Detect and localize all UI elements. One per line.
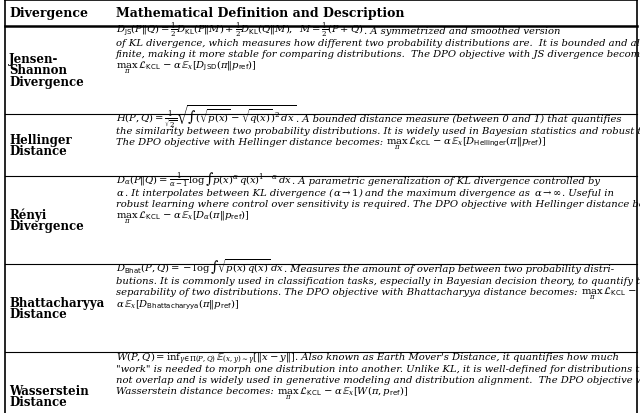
Text: $\alpha\, \mathbb{E}_x[D_{\mathsf{Bhattacharyya}}(\pi \| p_{\mathsf{ref}})]$: $\alpha\, \mathbb{E}_x[D_{\mathsf{Bhatta… [116,296,239,310]
Text: Shannon: Shannon [9,64,67,77]
Text: ) and the maximum divergence as: ) and the maximum divergence as [358,188,534,197]
Text: $\alpha$: $\alpha$ [116,188,125,197]
Text: Distance: Distance [9,145,67,158]
Text: $H(P,Q) = \frac{1}{\sqrt{2}}\sqrt{\int(\sqrt{p(x)} - \sqrt{q(x)})^2\, dx}$: $H(P,Q) = \frac{1}{\sqrt{2}}\sqrt{\int(\… [116,103,296,129]
Text: $\max_{\pi}\, \mathcal{L}_{\mathsf{KCL}} - \alpha\, \mathbb{E}_x[D_\alpha(\pi \|: $\max_{\pi}\, \mathcal{L}_{\mathsf{KCL}}… [116,208,250,225]
Text: Distance: Distance [9,308,67,320]
Text: the similarity between two probability distributions. It is widely used in Bayes: the similarity between two probability d… [116,126,640,135]
Text: Divergence: Divergence [9,76,84,89]
Text: $\max_{\pi}\, \mathcal{L}_{\mathsf{KCL}} - \alpha\, \mathbb{E}_x[D_{\mathsf{JSD}: $\max_{\pi}\, \mathcal{L}_{\mathsf{KCL}}… [116,58,257,76]
Text: $\alpha \to 1$: $\alpha \to 1$ [333,186,358,197]
Text: $\max_{\pi}\, \mathcal{L}_{\mathsf{KCL}} - \alpha\, \mathbb{E}_x[W(\pi, p_{\math: $\max_{\pi}\, \mathcal{L}_{\mathsf{KCL}}… [277,384,408,401]
Text: finite, making it more stable for comparing distributions.  The DPO objective wi: finite, making it more stable for compar… [116,50,640,59]
Text: Divergence: Divergence [9,220,84,233]
Text: Jensen-: Jensen- [9,52,58,65]
Text: . A parametric generalization of KL divergence controlled by: . A parametric generalization of KL dive… [292,177,600,185]
Text: . It interpolates between KL divergence (: . It interpolates between KL divergence … [125,188,333,197]
Text: Rényi: Rényi [9,208,46,221]
Text: $D_{\mathsf{Bhat}}(P,Q) = -\log\int\sqrt{p(x)\, q(x)}\, dx$: $D_{\mathsf{Bhat}}(P,Q) = -\log\int\sqrt… [116,257,284,276]
Text: robust learning where control over sensitivity is required. The DPO objective wi: robust learning where control over sensi… [116,199,640,209]
Text: Bhattacharyya: Bhattacharyya [9,296,104,309]
Text: . Useful in: . Useful in [562,188,614,197]
Text: $\alpha \to \infty$: $\alpha \to \infty$ [534,187,562,197]
Text: Mathematical Definition and Description: Mathematical Definition and Description [116,7,404,21]
Text: $W(P,Q) = \inf_{\gamma\in\Pi(P,Q)} \mathbb{E}_{(x,y)\sim\gamma}[\|x - y\|]$: $W(P,Q) = \inf_{\gamma\in\Pi(P,Q)} \math… [116,349,295,365]
Text: The DPO objective with Hellinger distance becomes:: The DPO objective with Hellinger distanc… [116,138,387,147]
Text: Wasserstein: Wasserstein [9,384,89,396]
Text: . Measures the amount of overlap between two probability distri-: . Measures the amount of overlap between… [284,264,614,273]
Text: $D_\alpha(P\|Q) = \frac{1}{\alpha-1}\log\int p(x)^\alpha\, q(x)^{1-\alpha}\, dx$: $D_\alpha(P\|Q) = \frac{1}{\alpha-1}\log… [116,171,292,189]
Text: $D_{\mathsf{JS}}(P\|Q) = \frac{1}{2}D_{\mathsf{KL}}(P\|M) + \frac{1}{2}D_{\maths: $D_{\mathsf{JS}}(P\|Q) = \frac{1}{2}D_{\… [116,21,364,40]
Text: . Also known as Earth Mover's Distance, it quantifies how much: . Also known as Earth Mover's Distance, … [295,352,619,361]
Text: Divergence: Divergence [9,7,88,21]
Text: Distance: Distance [9,396,67,408]
Text: butions. It is commonly used in classification tasks, especially in Bayesian dec: butions. It is commonly used in classifi… [116,276,640,285]
Text: separability of two distributions. The DPO objective with Bhattacharyya distance: separability of two distributions. The D… [116,287,580,296]
Text: . A bounded distance measure (between 0 and 1) that quantifies: . A bounded distance measure (between 0 … [296,114,621,124]
Text: $\max_{\pi}\, \mathcal{L}_{\mathsf{KCL}} -$: $\max_{\pi}\, \mathcal{L}_{\mathsf{KCL}}… [580,285,637,301]
Text: Wasserstein distance becomes:: Wasserstein distance becomes: [116,387,277,396]
Text: of KL divergence, which measures how different two probability distributions are: of KL divergence, which measures how dif… [116,38,640,47]
Text: Hellinger: Hellinger [9,133,72,146]
Text: not overlap and is widely used in generative modeling and distribution alignment: not overlap and is widely used in genera… [116,375,640,384]
Text: . A symmetrized and smoothed version: . A symmetrized and smoothed version [364,27,560,36]
Text: "work" is needed to morph one distribution into another. Unlike KL, it is well-d: "work" is needed to morph one distributi… [116,363,640,373]
Text: $\max_{\pi}\, \mathcal{L}_{\mathsf{KCL}} - \alpha\, \mathbb{E}_x[D_{\mathsf{Hell: $\max_{\pi}\, \mathcal{L}_{\mathsf{KCL}}… [387,135,547,152]
